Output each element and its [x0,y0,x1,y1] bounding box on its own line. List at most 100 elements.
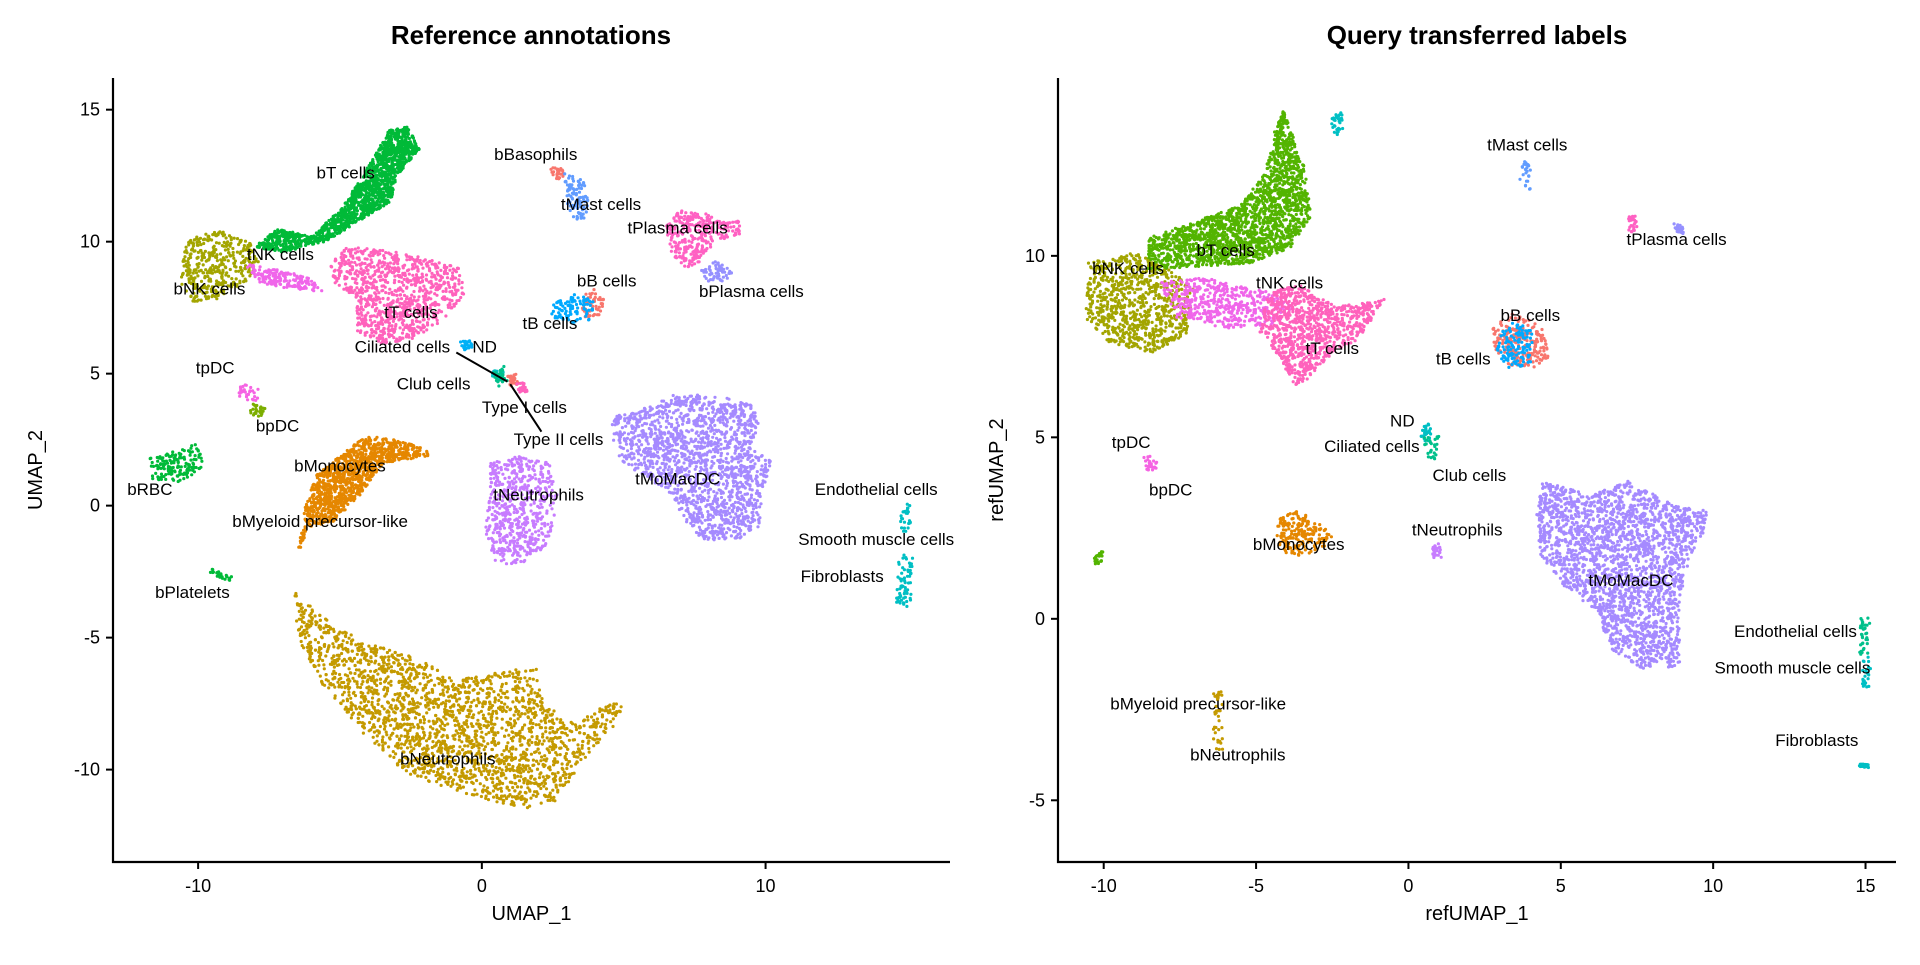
data-point [687,239,691,243]
data-point [312,239,317,243]
data-point [646,442,650,446]
data-point [401,266,405,270]
data-point [597,305,601,309]
cluster-points-ciliated-cells [459,339,474,352]
data-point [399,297,404,301]
data-point [416,269,420,273]
data-point [301,275,305,279]
data-point [193,249,197,253]
data-point [363,200,367,204]
data-point [396,298,400,302]
data-point [669,416,674,420]
data-point [300,281,304,285]
data-point [303,279,307,283]
data-point [312,281,316,285]
data-point [435,321,439,326]
data-point [758,505,762,509]
data-point [207,234,211,238]
data-point [280,228,284,232]
data-point [700,244,704,248]
data-point [194,271,199,275]
data-point [719,447,723,451]
data-point [690,428,694,432]
data-point [460,344,464,348]
data-point [751,507,756,511]
data-point [744,524,748,528]
data-point [366,197,370,201]
data-point [715,491,719,495]
data-point [435,293,439,297]
data-point [458,274,462,278]
data-point [703,518,707,522]
data-point [452,285,456,289]
data-point [413,258,417,262]
data-point [625,436,630,440]
data-point [200,258,204,262]
data-point [594,304,598,308]
data-point [743,492,747,496]
data-point [409,296,413,300]
data-point [363,275,367,279]
data-point [329,217,334,221]
data-point [708,268,712,272]
data-point [331,225,335,230]
data-point [723,416,727,420]
data-point [434,277,438,281]
data-point [638,414,642,418]
data-point [364,298,368,302]
data-point [228,267,232,272]
data-point [248,264,252,268]
data-point [369,250,373,255]
data-point [768,464,772,468]
data-point [379,147,383,151]
data-point [417,295,421,299]
data-point [405,269,410,273]
data-point [363,314,367,318]
data-point [711,261,715,265]
data-point [683,247,687,251]
data-point [635,449,639,453]
data-point [370,328,374,332]
data-point [242,244,246,248]
data-point [637,411,641,415]
data-point [423,292,427,296]
data-point [370,211,374,215]
data-point [335,218,339,222]
data-point [445,272,449,276]
data-point [394,250,398,254]
data-point [737,442,742,446]
data-point [576,179,580,183]
data-point [384,166,388,171]
data-point [675,211,680,215]
data-point [390,186,394,191]
data-point [363,280,367,284]
data-point [365,268,369,273]
data-point [358,330,362,335]
data-point [725,276,729,280]
data-point [387,150,392,154]
data-point [426,264,430,268]
data-point [188,268,192,272]
data-point [408,157,412,161]
data-point [317,229,321,233]
data-point [410,144,414,148]
data-point [366,208,370,212]
data-point [467,339,472,343]
data-point [658,415,662,419]
data-point [199,298,203,302]
data-point [384,143,388,148]
data-point [640,463,644,467]
data-point [630,451,634,455]
data-point [721,482,726,486]
data-point [435,286,439,290]
data-point [749,493,754,497]
data-point [590,291,594,295]
data-point [284,231,288,235]
data-point [677,241,682,245]
data-point [701,239,706,243]
data-point [691,493,695,497]
data-point [201,271,205,275]
data-point [344,246,348,251]
data-point [384,251,388,255]
data-point [454,301,458,306]
